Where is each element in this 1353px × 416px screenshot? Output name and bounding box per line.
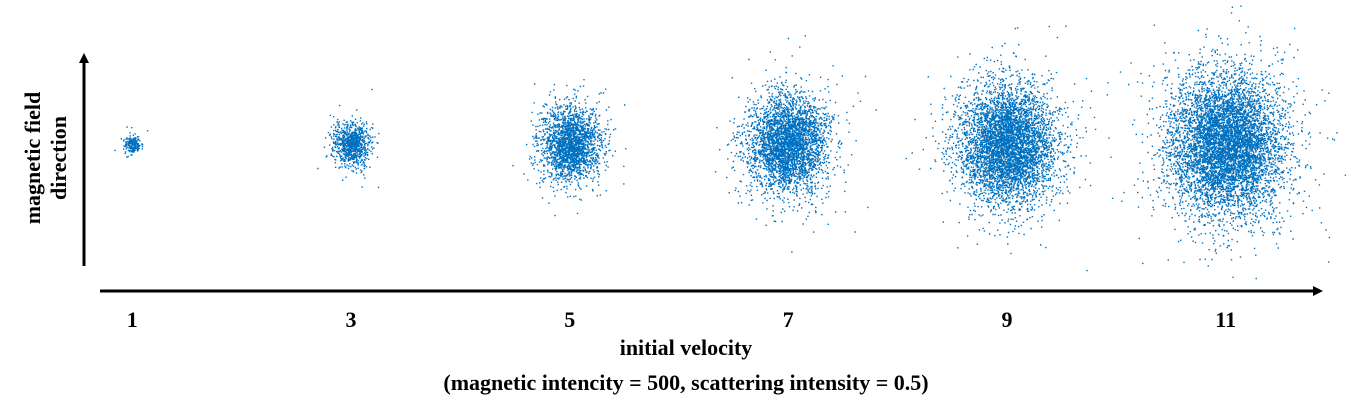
- cluster-points-velocity-5: [512, 79, 627, 217]
- x-tick-label: 5: [564, 307, 575, 332]
- x-tick-label: 3: [346, 307, 357, 332]
- y-axis-title-line-2: direction: [46, 116, 71, 200]
- x-tick-label: 7: [783, 307, 794, 332]
- cluster-points-velocity-1: [114, 126, 149, 158]
- x-tick-label: 9: [1002, 307, 1013, 332]
- x-tick-label: 11: [1215, 307, 1236, 332]
- cluster-velocity-5: [512, 79, 627, 217]
- cluster-points-velocity-7: [714, 35, 877, 253]
- cluster-points-velocity-9: [905, 25, 1125, 272]
- cluster-velocity-3: [317, 88, 380, 189]
- scatter-clusters: [114, 5, 1347, 280]
- cluster-points-velocity-3: [317, 88, 380, 189]
- cluster-velocity-1: [114, 126, 149, 158]
- x-tick-label: 1: [127, 307, 138, 332]
- y-axis-title-line-1: magnetic field: [20, 92, 45, 225]
- cluster-points-velocity-11: [1106, 5, 1347, 280]
- x-tick-labels: 1 3 5 7 9 11: [127, 307, 1236, 332]
- cluster-velocity-7: [714, 35, 877, 253]
- chart-caption: (magnetic intencity = 500, scattering in…: [443, 370, 928, 395]
- x-axis-title: initial velocity: [620, 335, 753, 360]
- cluster-velocity-11: [1106, 5, 1347, 280]
- cluster-velocity-9: [905, 25, 1125, 272]
